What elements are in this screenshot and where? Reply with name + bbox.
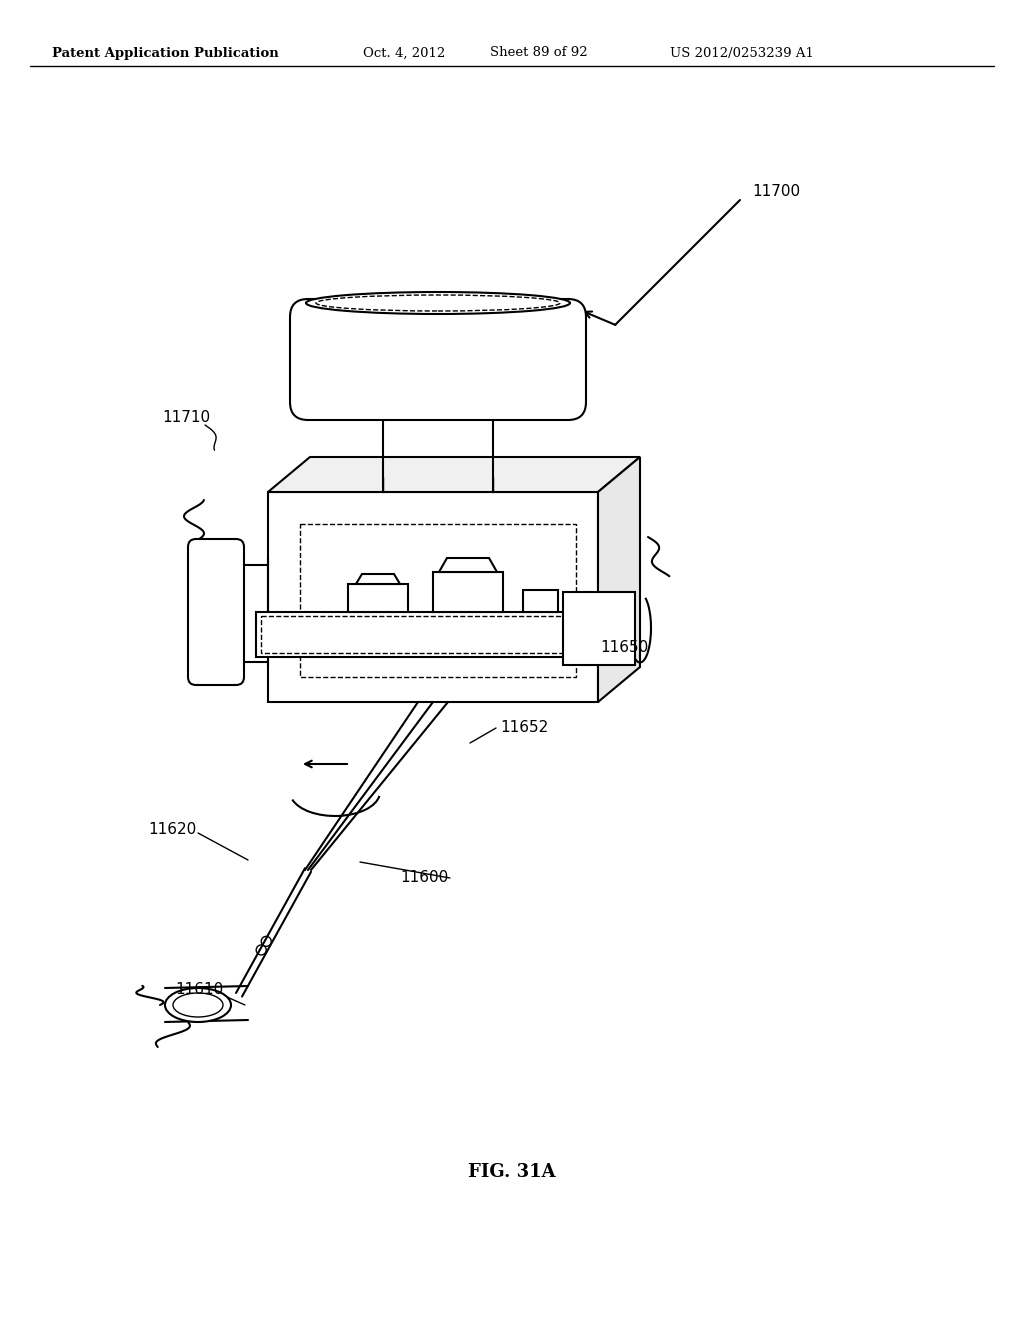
Polygon shape — [348, 583, 408, 612]
FancyBboxPatch shape — [290, 300, 586, 420]
Text: 11710: 11710 — [162, 411, 210, 425]
Text: Patent Application Publication: Patent Application Publication — [52, 46, 279, 59]
Text: 11600: 11600 — [400, 870, 449, 886]
Text: Oct. 4, 2012: Oct. 4, 2012 — [362, 46, 445, 59]
Polygon shape — [598, 457, 640, 702]
Polygon shape — [439, 558, 497, 572]
FancyBboxPatch shape — [188, 539, 244, 685]
Text: 11620: 11620 — [148, 822, 197, 837]
Text: FIG. 31A: FIG. 31A — [468, 1163, 556, 1181]
Polygon shape — [563, 591, 635, 665]
Polygon shape — [356, 574, 400, 583]
Ellipse shape — [165, 987, 231, 1022]
Text: Sheet 89 of 92: Sheet 89 of 92 — [490, 46, 588, 59]
Text: 11650: 11650 — [600, 640, 648, 656]
Polygon shape — [268, 457, 640, 492]
Text: US 2012/0253239 A1: US 2012/0253239 A1 — [670, 46, 814, 59]
Text: 11610: 11610 — [175, 982, 223, 998]
Polygon shape — [433, 572, 503, 612]
Text: 11652: 11652 — [500, 721, 548, 735]
Text: 11700: 11700 — [752, 185, 800, 199]
Polygon shape — [256, 612, 583, 657]
Polygon shape — [523, 590, 558, 612]
Ellipse shape — [306, 292, 570, 314]
Polygon shape — [268, 492, 598, 702]
